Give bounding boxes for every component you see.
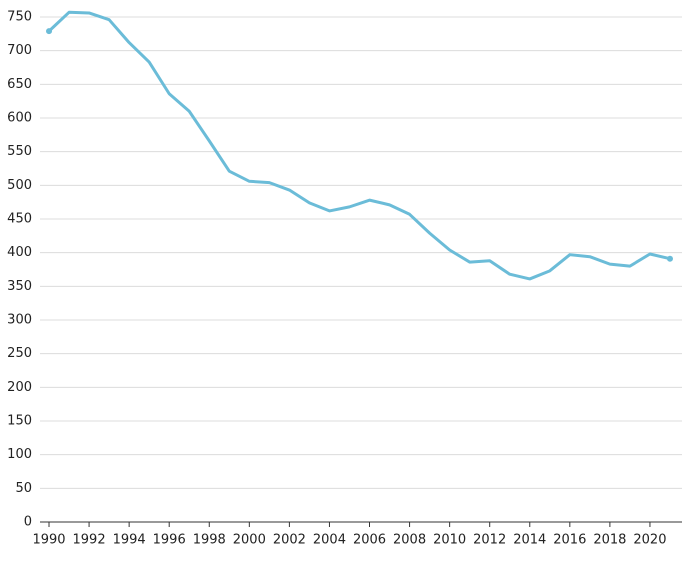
end-point (46, 28, 53, 35)
y-tick-label: 100 (7, 447, 32, 462)
end-point (666, 255, 673, 262)
y-tick-label: 200 (7, 380, 32, 395)
y-tick-label: 600 (7, 111, 32, 126)
x-tick-label: 1994 (113, 533, 146, 548)
y-tick-label: 700 (7, 43, 32, 58)
x-tick-label: 2012 (473, 533, 506, 548)
x-tick-label: 2002 (273, 533, 306, 548)
y-tick-label: 650 (7, 77, 32, 92)
y-tick-label: 350 (7, 279, 32, 294)
x-tick-label: 2010 (433, 533, 466, 548)
x-tick-label: 1990 (32, 533, 65, 548)
y-tick-label: 550 (7, 144, 32, 159)
y-tick-label: 300 (7, 313, 32, 328)
y-tick-label: 50 (15, 481, 32, 496)
y-tick-label: 500 (7, 178, 32, 193)
y-tick-label: 0 (24, 515, 32, 530)
x-tick-label: 2004 (313, 533, 346, 548)
x-tick-label: 1998 (193, 533, 226, 548)
x-tick-label: 2016 (553, 533, 586, 548)
x-tick-label: 1996 (153, 533, 186, 548)
x-tick-label: 2006 (353, 533, 386, 548)
x-tick-label: 1992 (73, 533, 106, 548)
x-tick-label: 2020 (633, 533, 666, 548)
y-tick-label: 450 (7, 212, 32, 227)
y-tick-label: 150 (7, 414, 32, 429)
y-tick-label: 250 (7, 346, 32, 361)
x-tick-label: 2008 (393, 533, 426, 548)
y-tick-label: 400 (7, 245, 32, 260)
x-tick-label: 2018 (593, 533, 626, 548)
x-tick-label: 2000 (233, 533, 266, 548)
y-tick-label: 750 (7, 10, 32, 25)
x-tick-label: 2014 (513, 533, 546, 548)
data-line (47, 10, 671, 281)
